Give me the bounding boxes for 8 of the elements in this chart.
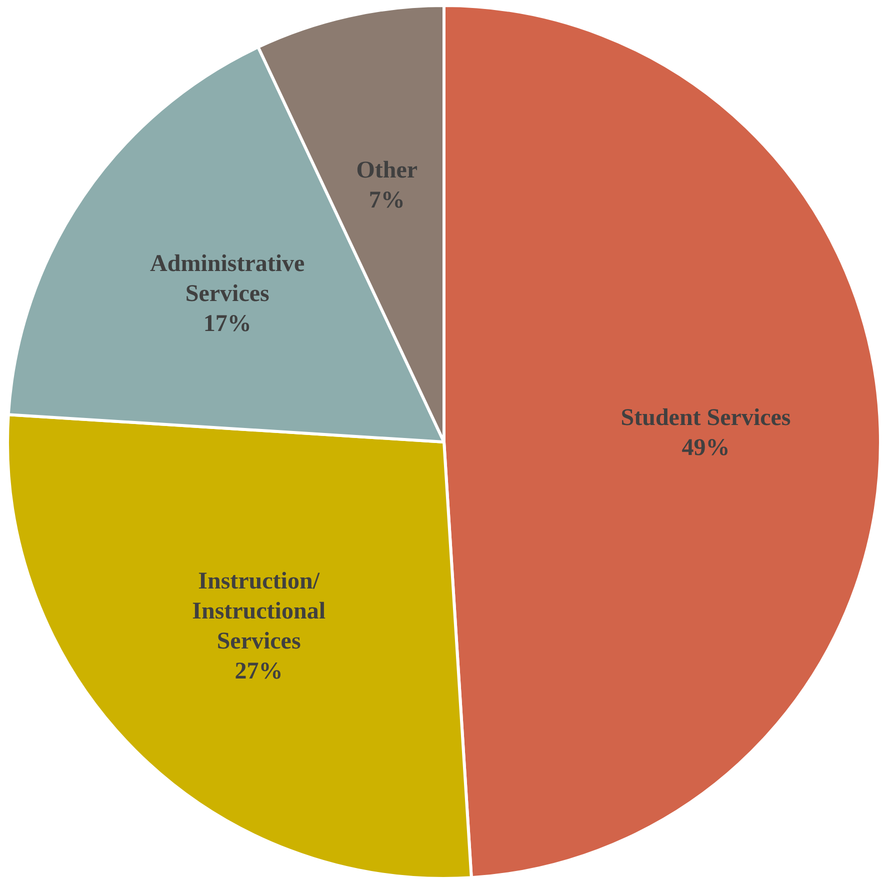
slice-label: Student Services [620,404,791,431]
slice-label: Instruction/ Instructional Services [192,568,326,654]
data-label: 49% [682,434,730,461]
data-label: 27% [234,658,283,684]
slice-label: Administrative Services [150,250,306,307]
data-label: 17% [203,310,252,337]
slice-label: Other [356,158,418,184]
data-label: 7% [368,188,405,214]
